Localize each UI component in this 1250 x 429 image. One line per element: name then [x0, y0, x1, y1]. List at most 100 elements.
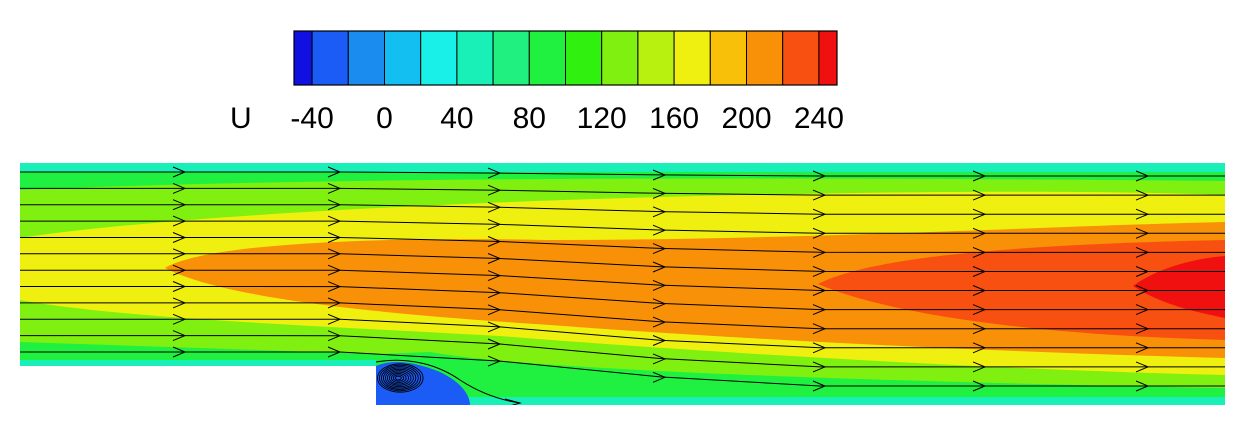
- streamline-arrow: [972, 227, 987, 239]
- streamline-arrow: [327, 264, 342, 276]
- colorbar-tick-labels: U -40 0 40 80 120 160 200 240: [230, 102, 844, 135]
- streamline-arrow: [172, 281, 187, 292]
- streamline-arrow: [652, 206, 667, 218]
- vortex-ring: [379, 364, 422, 392]
- streamline-arrow: [812, 227, 827, 239]
- streamline-arrow: [812, 246, 827, 258]
- colorbar-tick-label: 40: [440, 102, 473, 135]
- streamline-arrow: [972, 304, 987, 316]
- streamline-arrow: [812, 342, 827, 354]
- streamline: [20, 318, 1225, 349]
- streamline-arrow: [487, 270, 502, 282]
- streamline-arrow: [327, 215, 342, 227]
- streamline-arrow: [487, 253, 502, 264]
- streamline-arrow: [972, 342, 987, 354]
- streamline-arrow: [972, 189, 987, 201]
- streamline-arrow: [487, 321, 502, 333]
- streamline-arrow: [327, 281, 342, 293]
- streamline-arrow: [1135, 189, 1150, 201]
- streamline: [20, 204, 1225, 215]
- streamline: [20, 220, 1225, 234]
- streamline-arrow: [327, 232, 342, 243]
- streamline-arrow: [487, 338, 502, 350]
- streamline-arrow: [1135, 361, 1150, 373]
- streamline-arrow: [1135, 170, 1150, 182]
- colorbar-band: [420, 30, 458, 86]
- vortex-ring: [392, 374, 405, 382]
- streamline-arrow: [172, 330, 187, 342]
- streamline-arrow: [504, 398, 522, 405]
- streamline-arrow: [327, 166, 342, 178]
- streamline-arrow: [487, 304, 502, 316]
- streamlines: [20, 166, 1225, 405]
- streamline-arrow: [172, 264, 187, 276]
- streamline-arrow: [172, 346, 187, 358]
- vortex-ring: [384, 368, 414, 388]
- streamline: [20, 351, 1225, 387]
- colorbar-tick-label: 240: [794, 102, 844, 135]
- streamline: [20, 253, 1225, 272]
- streamline-arrow: [487, 201, 502, 213]
- streamline-arrow: [652, 261, 667, 273]
- colorbar-tick-label: 120: [577, 102, 627, 135]
- streamline: [20, 335, 1225, 368]
- colorbar-band: [347, 30, 385, 86]
- streamline-arrow: [327, 313, 342, 325]
- vortex-ring: [386, 370, 412, 386]
- streamline-arrow: [172, 232, 187, 243]
- streamline-arrow: [172, 166, 187, 178]
- streamline-arrow: [972, 170, 987, 182]
- streamline-arrow: [972, 323, 987, 335]
- streamline: [20, 286, 1225, 311]
- colorbar-band: [565, 30, 603, 86]
- streamline-arrow: [652, 243, 667, 255]
- streamline-arrow: [172, 215, 187, 227]
- colorbar-band: [746, 30, 784, 86]
- streamline-arrow: [487, 184, 502, 196]
- streamline-arrow: [812, 189, 827, 201]
- streamline-arrow: [812, 380, 827, 392]
- colorbar-frame: [293, 30, 838, 86]
- streamline-arrow: [327, 330, 342, 342]
- colorbar-band: [492, 30, 530, 86]
- streamline-arrow: [972, 285, 987, 296]
- streamline-arrow: [327, 199, 342, 211]
- streamline-arrow: [652, 224, 667, 236]
- streamline-arrow: [1135, 246, 1150, 258]
- streamline-arrow: [1135, 380, 1150, 392]
- vortex-ring: [394, 375, 402, 381]
- colorbar-band: [456, 30, 494, 86]
- flow-domain: [20, 163, 1225, 405]
- streamline-arrow: [652, 353, 667, 365]
- streamline-arrow: [487, 218, 502, 230]
- colorbar-band: [601, 30, 639, 86]
- streamline: [20, 269, 1225, 291]
- vortex-ring: [382, 367, 417, 389]
- streamline-arrow: [172, 199, 187, 211]
- streamline-arrow: [652, 298, 667, 310]
- streamline-arrow: [1135, 227, 1150, 239]
- vortex-ring: [390, 372, 407, 384]
- streamline-arrow: [972, 266, 987, 277]
- streamline-arrow: [172, 297, 187, 309]
- streamline-arrow: [487, 355, 502, 367]
- streamline-arrow: [487, 167, 502, 179]
- colorbar-tick-label: 0: [376, 102, 393, 135]
- colorbar-band: [673, 30, 711, 86]
- colorbar-band: [384, 30, 422, 86]
- streamline-arrow: [1135, 323, 1150, 335]
- vortex-ring: [388, 371, 410, 385]
- colorbar-tick-label: -40: [290, 102, 333, 135]
- streamline-arrow: [972, 208, 987, 220]
- streamline-arrow: [812, 304, 827, 316]
- streamline: [20, 237, 1225, 253]
- colorbar-band: [709, 30, 747, 86]
- streamline-arrow: [1135, 208, 1150, 220]
- streamline-arrow: [652, 279, 667, 291]
- colorbar: [293, 30, 838, 86]
- streamline-arrow: [652, 169, 667, 181]
- streamline-arrow: [812, 170, 827, 182]
- colorbar-tick-label: 200: [721, 102, 771, 135]
- colorbar-band: [637, 30, 675, 86]
- streamline-arrow: [812, 208, 827, 220]
